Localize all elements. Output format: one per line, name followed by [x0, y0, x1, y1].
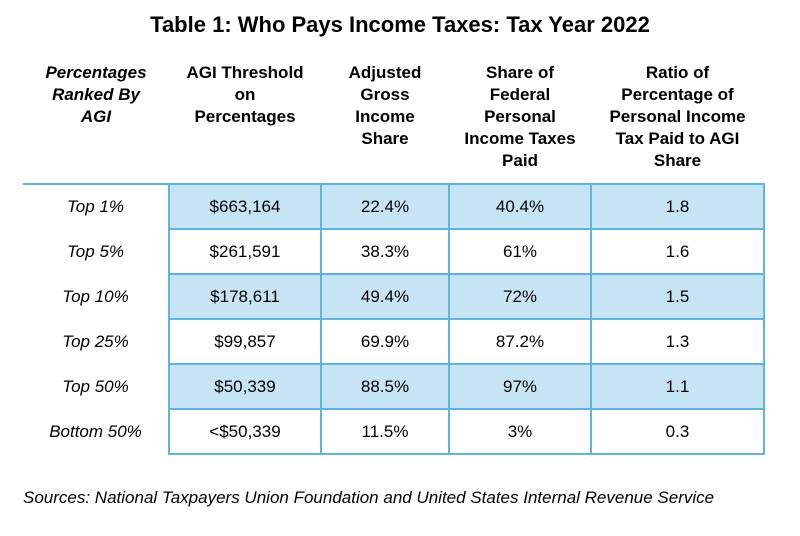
cell-agi-share: 69.9% [320, 318, 450, 365]
table-row: Top 5% $261,591 38.3% 61% 1.6 [23, 228, 765, 275]
row-label: Top 1% [23, 183, 169, 229]
row-label: Bottom 50% [49, 421, 142, 441]
row-label: Top 50% [62, 376, 129, 396]
cell-agi-threshold: $50,339 [168, 363, 322, 410]
table-row: Top 10% $178,611 49.4% 72% 1.5 [23, 273, 765, 320]
table-row: Top 25% $99,857 69.9% 87.2% 1.3 [23, 318, 765, 365]
cell-agi-threshold: <$50,339 [168, 408, 322, 455]
cell-agi-threshold: $99,857 [168, 318, 322, 365]
cell-agi-share: 88.5% [320, 363, 450, 410]
cell-ratio: 1.1 [590, 363, 765, 410]
cell-agi-threshold: $261,591 [168, 228, 322, 275]
cell-agi-threshold: $663,164 [168, 183, 322, 230]
header-tax-share-paid: Share of Federal Personal Income Taxes P… [464, 63, 576, 170]
cell-tax-share: 61% [448, 228, 592, 275]
document-page: Table 1: Who Pays Income Taxes: Tax Year… [0, 12, 800, 536]
row-label: Top 10% [62, 286, 129, 306]
cell-tax-share: 97% [448, 363, 592, 410]
cell-ratio: 1.3 [590, 318, 765, 365]
cell-agi-share: 11.5% [320, 408, 450, 455]
header-percentages-ranked-by-agi: Percentages Ranked By AGI [45, 63, 147, 126]
who-pays-income-taxes-table: Percentages Ranked By AGI AGI Threshold … [23, 42, 765, 455]
table-header-row: Percentages Ranked By AGI AGI Threshold … [23, 42, 764, 184]
cell-tax-share: 40.4% [448, 183, 592, 230]
cell-ratio: 0.3 [590, 408, 765, 455]
table-row: Top 1% $663,164 22.4% 40.4% 1.8 [23, 183, 765, 230]
cell-agi-share: 49.4% [320, 273, 450, 320]
sources-note: Sources: National Taxpayers Union Founda… [23, 488, 715, 507]
cell-agi-share: 22.4% [320, 183, 450, 230]
cell-ratio: 1.5 [590, 273, 765, 320]
cell-tax-share: 72% [448, 273, 592, 320]
cell-tax-share: 3% [448, 408, 592, 455]
cell-agi-threshold: $178,611 [168, 273, 322, 320]
header-agi-threshold: AGI Threshold on Percentages [186, 63, 304, 126]
table-row: Top 50% $50,339 88.5% 97% 1.1 [23, 363, 765, 410]
cell-ratio: 1.6 [590, 228, 765, 275]
table-row: Bottom 50% <$50,339 11.5% 3% 0.3 [23, 408, 765, 455]
cell-ratio: 1.8 [590, 183, 765, 230]
header-agi-share: Adjusted Gross Income Share [348, 63, 422, 148]
header-ratio: Ratio of Percentage of Personal Income T… [609, 63, 746, 170]
row-label: Top 5% [66, 241, 125, 261]
cell-agi-share: 38.3% [320, 228, 450, 275]
cell-tax-share: 87.2% [448, 318, 592, 365]
table-title: Table 1: Who Pays Income Taxes: Tax Year… [150, 12, 650, 37]
row-label: Top 25% [62, 331, 129, 351]
